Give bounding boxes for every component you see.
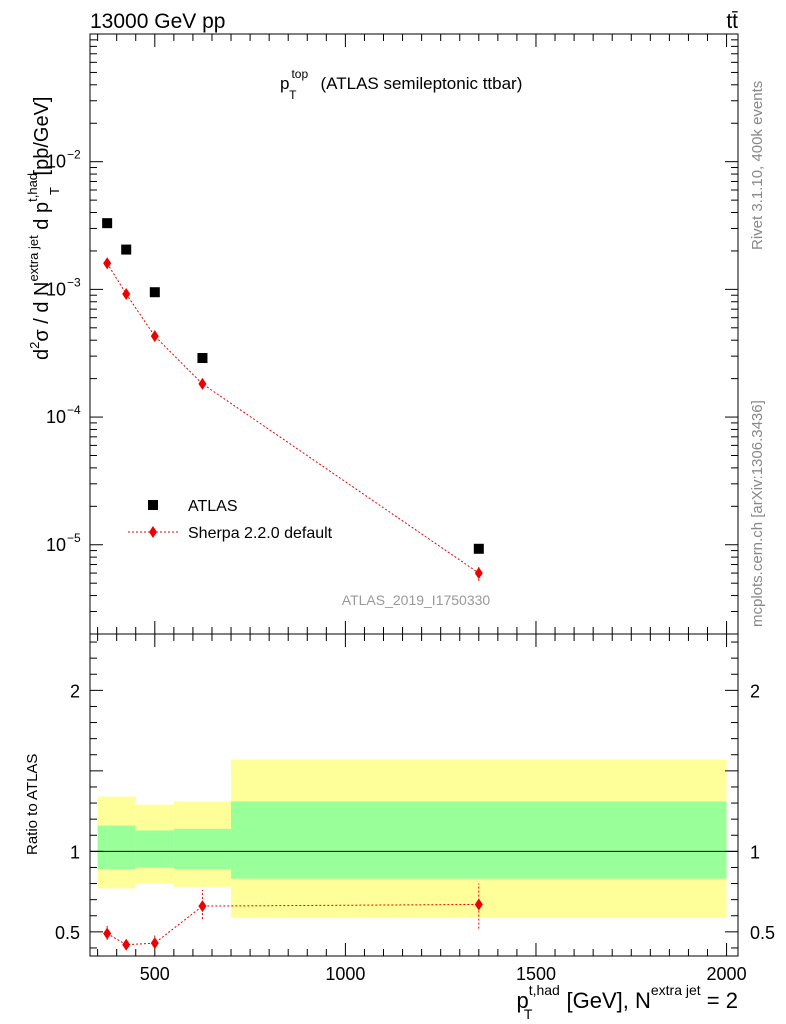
header-left: 13000 GeV pp: [90, 10, 225, 33]
xlabel-part: extra jet: [651, 982, 701, 998]
plot-title: p top T (ATLAS semileptonic ttbar): [280, 67, 522, 102]
title-rest: (ATLAS semileptonic ttbar): [321, 74, 523, 93]
sherpa-point: [103, 257, 112, 270]
ratio-sherpa-point: [150, 937, 159, 950]
main-y-axis-label: d2σ / d Nextra jet d pt,had T [pb/GeV]: [25, 97, 62, 360]
stat-uncertainty-band: [231, 801, 727, 879]
xlabel-part: t,had: [529, 982, 560, 998]
sherpa-point: [150, 330, 159, 343]
legend-sherpa-label: Sherpa 2.2.0 default: [188, 525, 333, 542]
ylabel-part: d: [31, 349, 53, 360]
ratio-y-axis-label: Ratio to ATLAS: [24, 754, 41, 855]
ratio-panel: 500 1000 1500 2000 0.5 0.5 1 1 2 2: [55, 633, 775, 984]
x-axis-label: pt,had T [GeV], Nextra jet = 2: [516, 982, 738, 1022]
x-tick-label: 1000: [325, 964, 365, 984]
xlabel-part: = 2: [701, 988, 738, 1013]
atlas-point: [121, 244, 132, 255]
ratio-y-tick-label: 2: [70, 681, 80, 701]
main-panel: 10−510−410−310−2: [46, 33, 739, 635]
legend-sherpa-marker: [149, 526, 157, 538]
sherpa-point: [122, 287, 131, 300]
mcplots-label: mcplots.cern.ch [arXiv:1306.3436]: [749, 400, 766, 627]
atlas-point: [473, 543, 484, 554]
y-tick-label: 10: [46, 407, 66, 427]
ratio-y-tick-label-right: 0.5: [750, 923, 775, 943]
xlabel-part: T: [524, 1006, 533, 1022]
header-right: tt̄: [726, 10, 738, 33]
ratio-sherpa-point: [103, 927, 112, 940]
watermark: ATLAS_2019_I1750330: [342, 592, 491, 608]
ylabel-part: extra jet: [26, 235, 41, 282]
y-tick-label: 10: [46, 152, 66, 172]
atlas-point: [197, 353, 208, 364]
y-tick-label: 10: [46, 535, 66, 555]
xlabel-part: [GeV], N: [560, 988, 650, 1013]
title-sup: top: [291, 67, 308, 81]
stat-uncertainty-band: [135, 830, 174, 868]
atlas-point: [102, 218, 113, 229]
ylabel-part: t,had: [25, 173, 40, 202]
sherpa-point: [474, 567, 483, 580]
stat-uncertainty-band: [97, 825, 136, 870]
ylabel-part: [pb/GeV]: [31, 97, 53, 182]
ratio-y-tick-label: 0.5: [55, 923, 80, 943]
title-sub: T: [289, 88, 297, 102]
y-tick-label-exponent: −3: [67, 275, 81, 289]
legend-atlas-label: ATLAS: [188, 498, 238, 515]
sherpa-point: [198, 377, 207, 390]
ratio-y-tick-label: 1: [70, 842, 80, 862]
ratio-sherpa-point: [198, 900, 207, 913]
y-tick-label-exponent: −2: [67, 148, 81, 162]
xlabel-part: p: [516, 988, 528, 1013]
ratio-sherpa-point: [122, 938, 131, 951]
ylabel-part: T: [47, 187, 62, 195]
rivet-label: Rivet 3.1.10, 400k events: [749, 81, 766, 250]
legend-atlas-marker: [148, 500, 158, 510]
ratio-y-tick-label-right: 2: [750, 681, 760, 701]
y-tick-label-exponent: −5: [67, 531, 81, 545]
ratio-sherpa-point: [474, 898, 483, 911]
x-tick-label: 2000: [707, 964, 747, 984]
ratio-frame: [89, 633, 739, 957]
title-main: p: [280, 74, 289, 93]
ylabel-part: d p: [31, 202, 53, 235]
stat-uncertainty-band: [173, 828, 232, 870]
ylabel-part: 2: [27, 342, 42, 349]
ratio-y-tick-label-right: 1: [750, 842, 760, 862]
ylabel-part: σ / d N: [31, 282, 53, 342]
y-tick-label: 10: [46, 279, 66, 299]
legend: ATLAS Sherpa 2.2.0 default: [128, 498, 333, 542]
x-tick-label: 1500: [516, 964, 556, 984]
atlas-point: [149, 287, 160, 298]
sherpa-line: [106, 263, 480, 574]
x-tick-label: 500: [140, 964, 170, 984]
main-frame: [89, 33, 739, 635]
y-tick-label-exponent: −4: [67, 403, 81, 417]
